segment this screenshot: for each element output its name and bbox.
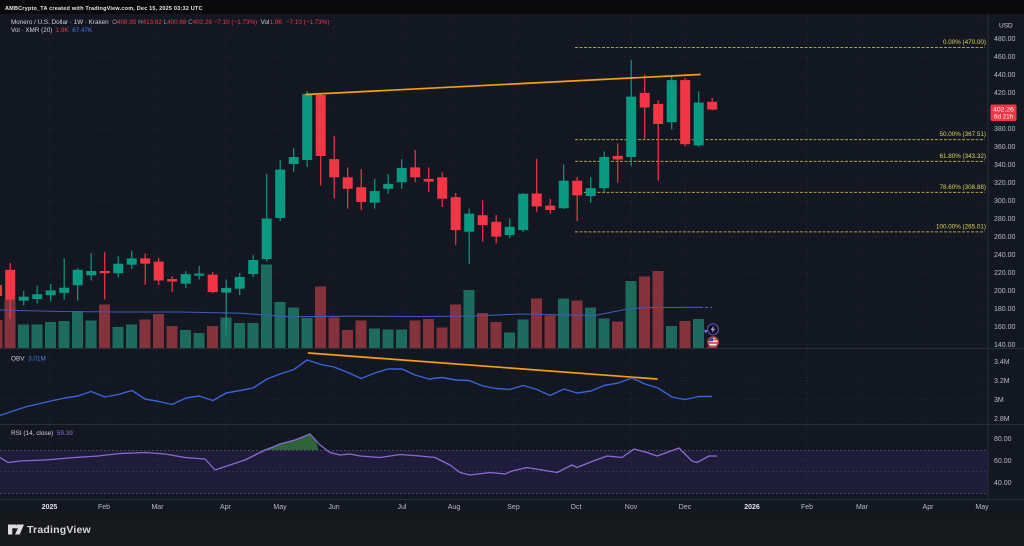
svg-text:Aug: Aug	[448, 504, 461, 511]
svg-text:USD: USD	[999, 23, 1013, 30]
svg-text:TradingView: TradingView	[27, 524, 91, 536]
svg-text:AMBCrypto_TA created with Trad: AMBCrypto_TA created with TradingView.co…	[5, 6, 203, 12]
svg-text:Sep: Sep	[507, 504, 520, 511]
svg-text:340.00: 340.00	[994, 162, 1016, 169]
svg-text:78.60% (308.88): 78.60% (308.88)	[939, 184, 986, 191]
svg-text:140.00: 140.00	[994, 342, 1016, 349]
svg-text:100.00% (265.01): 100.00% (265.01)	[936, 224, 986, 231]
svg-text:320.00: 320.00	[994, 180, 1016, 187]
svg-text:Jun: Jun	[328, 504, 339, 511]
svg-text:60.00: 60.00	[994, 458, 1012, 465]
svg-text:Dec: Dec	[679, 504, 692, 511]
svg-text:80.00: 80.00	[994, 436, 1012, 443]
svg-text:May: May	[975, 504, 989, 511]
svg-text:2026: 2026	[744, 504, 760, 511]
svg-text:Apr: Apr	[923, 504, 935, 511]
svg-text:Apr: Apr	[220, 504, 232, 511]
svg-text:440.00: 440.00	[994, 72, 1016, 79]
svg-text:2.8M: 2.8M	[994, 416, 1010, 423]
svg-text:3.2M: 3.2M	[994, 378, 1010, 385]
svg-text:50.00% (367.51): 50.00% (367.51)	[939, 131, 986, 138]
svg-text:RSI (14, close) 59.39: RSI (14, close) 59.39	[11, 430, 73, 437]
svg-text:3M: 3M	[994, 397, 1004, 404]
svg-text:480.00: 480.00	[994, 36, 1016, 43]
svg-text:Jul: Jul	[398, 504, 407, 511]
svg-text:200.00: 200.00	[994, 288, 1016, 295]
svg-text:180.00: 180.00	[994, 306, 1016, 313]
svg-text:Vol · XMR (20) 1.9K 67.47K: Vol · XMR (20) 1.9K 67.47K	[11, 27, 93, 34]
svg-text:Feb: Feb	[801, 504, 813, 511]
svg-text:0.00% (470.00): 0.00% (470.00)	[943, 39, 986, 46]
svg-text:220.00: 220.00	[994, 270, 1016, 277]
svg-text:Mar: Mar	[151, 504, 164, 511]
svg-text:160.00: 160.00	[994, 324, 1016, 331]
svg-text:Nov: Nov	[625, 504, 638, 511]
svg-text:Feb: Feb	[98, 504, 110, 511]
svg-text:280.00: 280.00	[994, 216, 1016, 223]
svg-text:460.00: 460.00	[994, 54, 1016, 61]
svg-text:Oct: Oct	[571, 504, 582, 511]
svg-text:Mar: Mar	[856, 504, 869, 511]
svg-text:61.80% (343.32): 61.80% (343.32)	[939, 153, 986, 160]
svg-text:40.00: 40.00	[994, 480, 1012, 487]
svg-text:6d 21h: 6d 21h	[994, 114, 1013, 121]
svg-text:402.26: 402.26	[993, 107, 1014, 114]
svg-text:420.00: 420.00	[994, 90, 1016, 97]
svg-text:May: May	[273, 504, 287, 511]
svg-text:OBV 3.01M: OBV 3.01M	[11, 356, 46, 363]
svg-text:360.00: 360.00	[994, 144, 1016, 151]
svg-text:300.00: 300.00	[994, 198, 1016, 205]
svg-text:Monero / U.S. Dollar · 1W · Kr: Monero / U.S. Dollar · 1W · Kraken O408.…	[11, 19, 329, 26]
svg-text:260.00: 260.00	[994, 234, 1016, 241]
svg-text:240.00: 240.00	[994, 252, 1016, 259]
svg-text:2025: 2025	[42, 504, 58, 511]
svg-text:380.00: 380.00	[994, 126, 1016, 133]
svg-text:3.4M: 3.4M	[994, 359, 1010, 366]
